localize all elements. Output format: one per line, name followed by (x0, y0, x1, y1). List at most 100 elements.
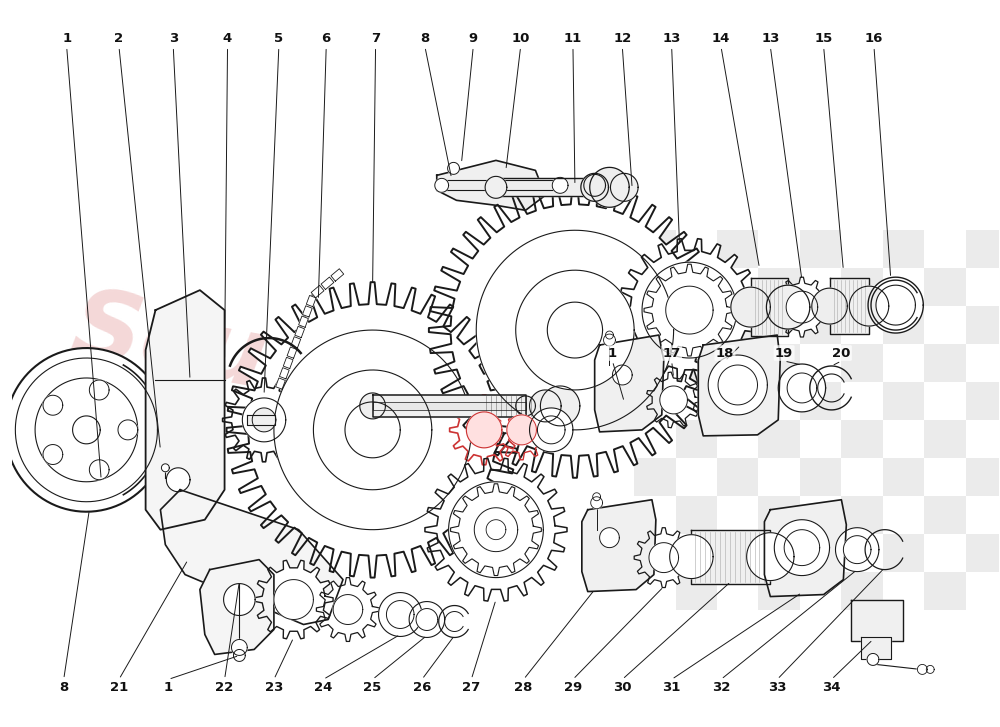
Polygon shape (295, 326, 305, 337)
Polygon shape (924, 268, 966, 306)
Polygon shape (676, 268, 717, 306)
Polygon shape (333, 595, 363, 624)
Polygon shape (552, 177, 568, 193)
Polygon shape (345, 402, 400, 458)
Polygon shape (425, 458, 567, 601)
Polygon shape (800, 458, 841, 496)
Polygon shape (966, 230, 1000, 268)
Polygon shape (474, 507, 518, 552)
Polygon shape (233, 649, 245, 662)
Polygon shape (786, 291, 818, 323)
Polygon shape (634, 528, 693, 587)
Text: 13: 13 (761, 32, 780, 45)
Polygon shape (868, 277, 923, 333)
Text: 4: 4 (223, 32, 232, 45)
Text: 16: 16 (865, 32, 883, 45)
Polygon shape (416, 608, 438, 630)
Text: c: c (264, 461, 274, 479)
Polygon shape (283, 358, 293, 369)
Polygon shape (316, 578, 379, 641)
Polygon shape (841, 268, 883, 306)
Polygon shape (717, 458, 758, 496)
Polygon shape (841, 344, 883, 382)
Polygon shape (758, 496, 800, 534)
Polygon shape (160, 490, 343, 624)
Polygon shape (774, 520, 830, 576)
Polygon shape (660, 386, 687, 414)
Polygon shape (146, 290, 225, 530)
Polygon shape (492, 400, 551, 459)
Polygon shape (593, 493, 601, 501)
Polygon shape (670, 534, 713, 579)
Polygon shape (449, 482, 543, 577)
Polygon shape (800, 230, 841, 268)
Polygon shape (883, 458, 924, 496)
Polygon shape (373, 395, 526, 417)
Polygon shape (800, 306, 841, 344)
Text: 1: 1 (62, 32, 71, 45)
Text: 1: 1 (164, 681, 173, 694)
Polygon shape (224, 584, 255, 616)
Text: 17: 17 (663, 347, 681, 360)
Polygon shape (373, 402, 526, 410)
Polygon shape (717, 382, 758, 420)
Text: o: o (422, 421, 432, 439)
Polygon shape (35, 378, 138, 482)
Polygon shape (612, 365, 632, 385)
Polygon shape (252, 408, 276, 432)
Text: 9: 9 (469, 32, 478, 45)
Polygon shape (242, 398, 286, 442)
Polygon shape (200, 560, 274, 654)
Text: 12: 12 (613, 32, 631, 45)
Polygon shape (590, 167, 629, 207)
Polygon shape (518, 273, 632, 387)
Polygon shape (883, 306, 924, 344)
Polygon shape (311, 286, 324, 298)
Polygon shape (379, 593, 422, 636)
Polygon shape (450, 395, 519, 465)
Text: 32: 32 (712, 681, 730, 694)
Polygon shape (306, 295, 316, 307)
Text: 25: 25 (363, 681, 382, 694)
Polygon shape (926, 665, 934, 673)
Polygon shape (966, 306, 1000, 344)
Polygon shape (302, 306, 312, 317)
Polygon shape (581, 173, 608, 201)
Polygon shape (666, 286, 713, 334)
Polygon shape (43, 395, 63, 415)
Polygon shape (448, 162, 459, 174)
Text: 1: 1 (608, 347, 617, 360)
Polygon shape (442, 180, 560, 190)
Polygon shape (291, 337, 301, 348)
Polygon shape (784, 530, 820, 566)
Polygon shape (315, 372, 430, 487)
Polygon shape (274, 330, 471, 530)
Polygon shape (758, 344, 800, 382)
Polygon shape (835, 528, 879, 571)
Polygon shape (485, 177, 507, 198)
Polygon shape (496, 178, 595, 196)
Polygon shape (731, 287, 770, 327)
Polygon shape (924, 496, 966, 534)
Polygon shape (883, 382, 924, 420)
Polygon shape (644, 264, 735, 356)
Polygon shape (830, 278, 869, 334)
Text: 6: 6 (322, 32, 331, 45)
Polygon shape (708, 355, 767, 415)
Polygon shape (530, 408, 573, 452)
Polygon shape (516, 270, 634, 390)
Polygon shape (600, 528, 619, 547)
Polygon shape (800, 382, 841, 420)
Text: 11: 11 (564, 32, 582, 45)
Text: 27: 27 (462, 681, 480, 694)
Polygon shape (758, 571, 800, 609)
Polygon shape (5, 348, 167, 512)
Polygon shape (279, 368, 289, 379)
Polygon shape (883, 230, 924, 268)
Polygon shape (698, 335, 780, 436)
Text: 8: 8 (59, 681, 68, 694)
Polygon shape (841, 496, 883, 534)
Polygon shape (676, 344, 717, 382)
Polygon shape (764, 499, 846, 597)
Polygon shape (917, 664, 927, 675)
